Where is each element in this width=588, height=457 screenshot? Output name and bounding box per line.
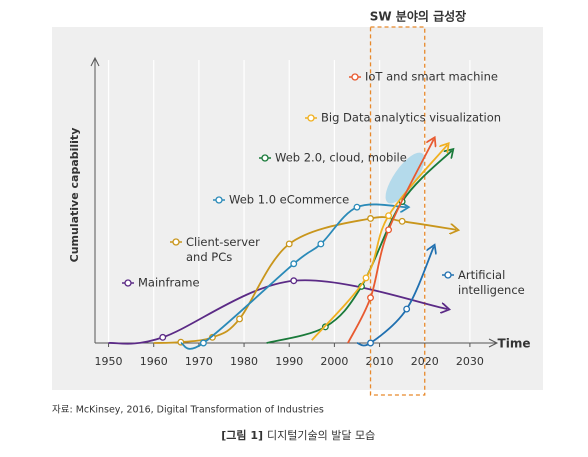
source: 자료: McKinsey, 2016, Digital Transformati… <box>52 405 324 416</box>
y-axis-arrow <box>90 56 100 67</box>
highlight-glow <box>385 152 425 204</box>
legend-marker <box>124 279 132 287</box>
legend-label: Web 1.0 eCommerce <box>229 193 349 207</box>
series-line <box>153 216 457 344</box>
x-tick-label: 2000 <box>320 355 348 368</box>
point-marker <box>403 305 411 313</box>
point-marker <box>285 240 293 248</box>
legend-label: Mainframe <box>138 276 200 290</box>
legend-marker <box>351 73 359 81</box>
legend-label: IoT and smart machine <box>365 70 498 84</box>
y-axis-label: Cumulative capability <box>68 128 81 263</box>
legend-marker <box>307 114 315 122</box>
series-line <box>311 145 448 341</box>
x-tick-label: 1970 <box>185 355 213 368</box>
series-line <box>108 279 448 345</box>
point-marker <box>367 294 374 302</box>
point-marker <box>290 277 298 285</box>
point-marker <box>367 339 374 347</box>
legend-label: Web 2.0, cloud, mobile <box>275 151 407 165</box>
x-tick-label: 1990 <box>275 355 303 368</box>
caption-text: 디지털기술의 발달 모습 <box>267 429 375 442</box>
x-tick-label: 2010 <box>366 355 394 368</box>
x-tick-label: 1950 <box>95 355 123 368</box>
point-marker <box>290 260 298 268</box>
point-marker <box>317 240 325 248</box>
highlight-box <box>369 26 426 396</box>
point-marker <box>385 212 393 220</box>
x-tick-label: 1980 <box>230 355 258 368</box>
point-marker <box>199 339 207 347</box>
legend-label: Client-server and PCs <box>186 235 260 264</box>
legend-marker <box>172 238 180 246</box>
legend-marker <box>215 196 223 204</box>
series-line <box>356 247 434 347</box>
plot-panel <box>52 27 543 390</box>
highlight-label: SW 분야의 급성장 <box>370 9 466 24</box>
x-tick-label: 1960 <box>140 355 168 368</box>
point-marker <box>362 274 370 282</box>
x-axis-arrow <box>488 338 499 348</box>
point-marker <box>385 226 393 234</box>
point-marker <box>159 333 167 341</box>
point-marker <box>236 315 243 323</box>
legend-label: Artificial intelligence <box>458 268 525 297</box>
point-marker <box>367 215 374 222</box>
series-line <box>347 139 434 344</box>
legend-marker <box>261 154 269 162</box>
caption-label: [그림 1] <box>221 429 263 442</box>
x-axis-label: Time <box>498 337 531 351</box>
point-marker <box>353 203 361 211</box>
point-marker <box>398 217 406 225</box>
x-tick-label: 2030 <box>456 355 484 368</box>
legend-marker <box>444 271 452 279</box>
legend-label: Big Data analytics visualization <box>321 111 501 125</box>
